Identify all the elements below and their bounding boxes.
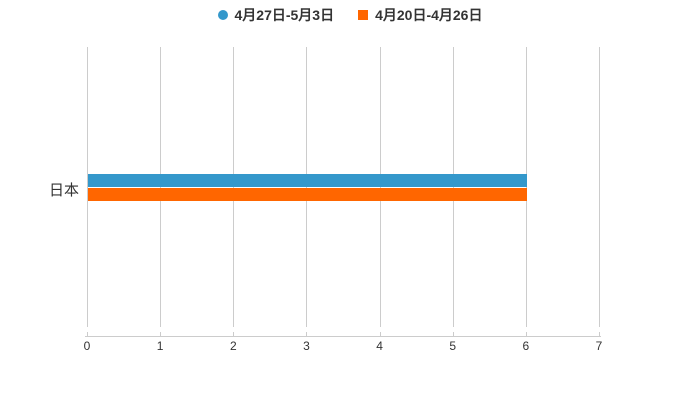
gridline xyxy=(87,47,88,327)
x-axis-tick xyxy=(87,332,88,337)
bar-series-0 xyxy=(88,174,527,187)
legend-label: 4月27日-5月3日 xyxy=(234,7,335,23)
x-axis-tick-label: 1 xyxy=(156,339,164,353)
gridline xyxy=(379,47,381,327)
x-axis-line xyxy=(85,336,601,337)
x-axis-tick-label: 5 xyxy=(449,339,457,353)
chart-legend: 4月27日-5月3日 4月20日-4月26日 xyxy=(0,5,700,25)
legend-item-0[interactable]: 4月27日-5月3日 xyxy=(217,5,335,25)
x-axis-tick-label: 4 xyxy=(376,339,383,353)
gridline xyxy=(160,47,162,327)
x-axis-tick xyxy=(525,332,527,337)
x-axis-tick-label: 7 xyxy=(595,339,603,353)
x-axis-tick xyxy=(160,332,162,337)
gridline xyxy=(452,47,454,327)
x-axis-tick xyxy=(379,332,381,337)
gridline xyxy=(525,47,527,327)
category-label: 日本 xyxy=(48,182,79,199)
legend-label: 4月20日-4月26日 xyxy=(375,7,483,23)
bar-series-1 xyxy=(88,188,527,201)
x-axis-tick-label: 3 xyxy=(303,339,310,353)
legend-circle-marker-icon xyxy=(217,10,228,20)
x-axis-tick xyxy=(452,332,454,337)
gridline xyxy=(306,47,308,327)
x-axis-tick xyxy=(233,332,235,337)
x-axis-tick xyxy=(599,332,600,337)
x-axis-tick xyxy=(306,332,308,337)
legend-item-1[interactable]: 4月20日-4月26日 xyxy=(358,5,482,25)
x-axis-tick-label: 2 xyxy=(229,339,237,353)
x-axis-tick-label: 6 xyxy=(522,339,530,353)
x-axis-tick-label: 0 xyxy=(83,339,91,353)
legend-square-marker-icon xyxy=(358,10,369,20)
gridline xyxy=(599,47,600,327)
gridline xyxy=(233,47,235,327)
